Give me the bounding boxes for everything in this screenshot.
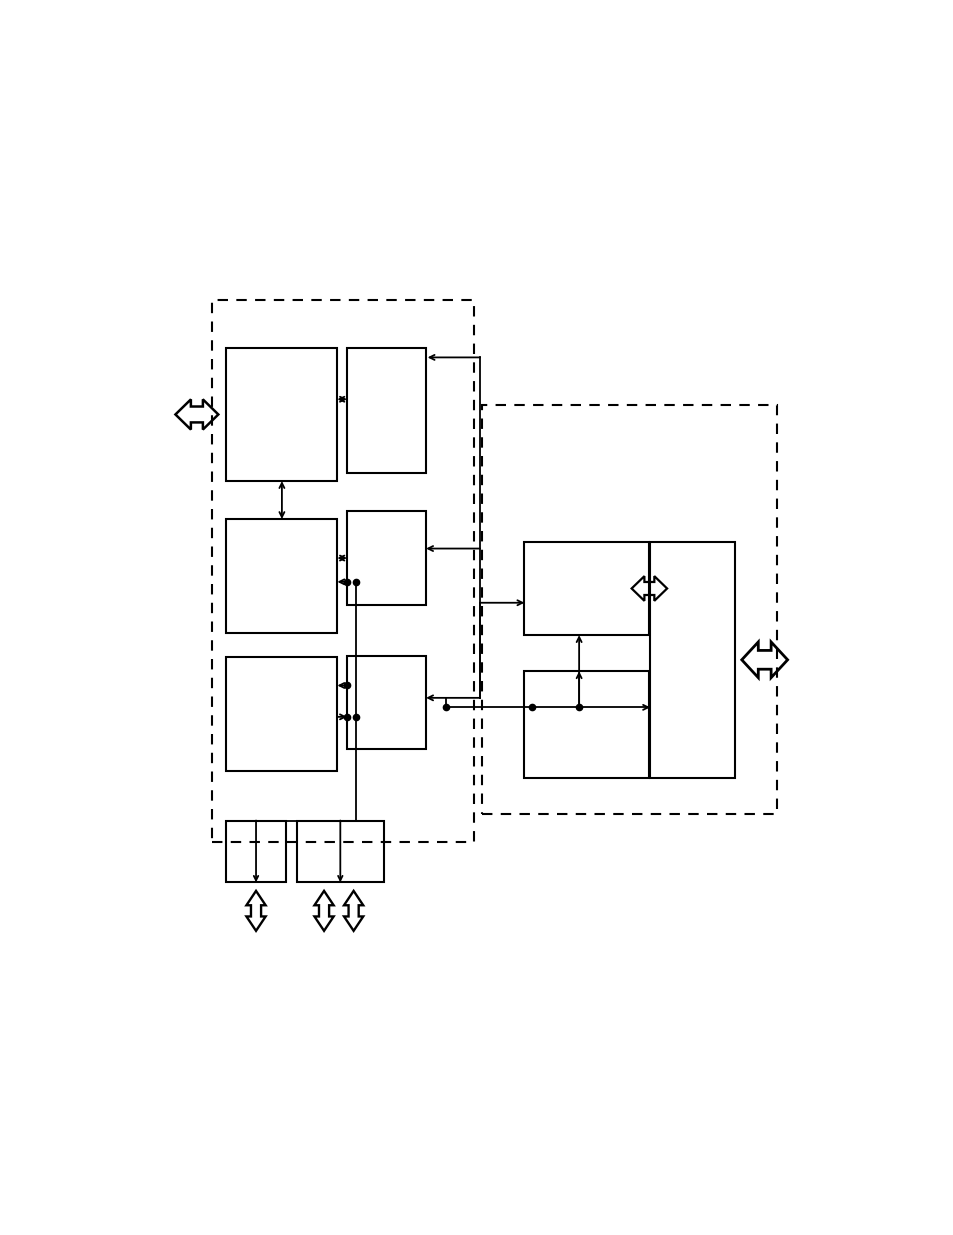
Bar xyxy=(212,300,474,842)
Bar xyxy=(226,519,337,634)
Bar xyxy=(481,405,777,814)
Bar xyxy=(226,820,285,882)
Bar xyxy=(649,542,735,778)
Bar xyxy=(524,542,648,635)
Bar xyxy=(524,672,648,778)
Bar xyxy=(226,348,337,482)
Bar xyxy=(347,511,426,605)
Bar xyxy=(296,820,383,882)
Bar xyxy=(226,657,337,771)
Bar xyxy=(347,348,426,473)
Bar xyxy=(347,656,426,750)
